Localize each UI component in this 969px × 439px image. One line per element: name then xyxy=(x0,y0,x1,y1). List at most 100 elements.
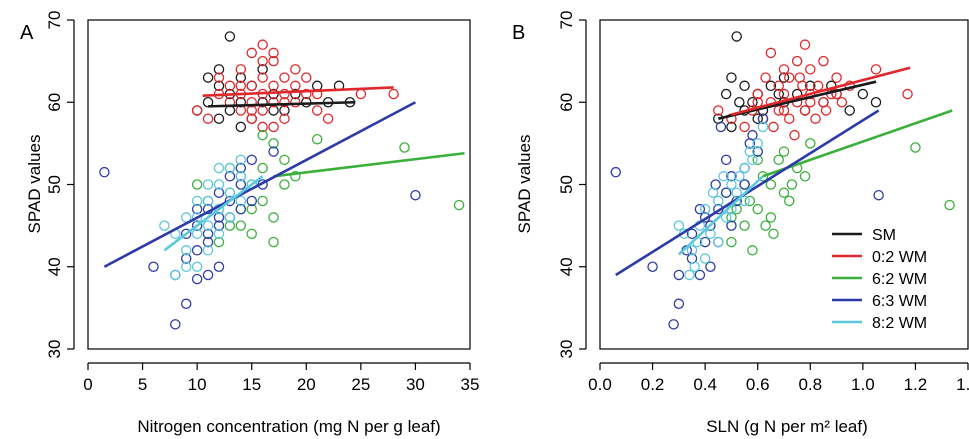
data-point xyxy=(784,113,795,124)
data-point xyxy=(246,47,257,59)
data-point xyxy=(826,80,837,92)
x-tick-label: 0.4 xyxy=(693,375,717,394)
data-point xyxy=(224,212,236,223)
data-point xyxy=(739,220,750,231)
data-point xyxy=(235,195,247,207)
data-point xyxy=(705,220,716,231)
data-point xyxy=(734,171,745,182)
data-point xyxy=(784,72,795,83)
data-point xyxy=(752,138,763,149)
data-point xyxy=(773,80,784,92)
data-point xyxy=(311,134,323,145)
data-point xyxy=(202,179,214,190)
data-point xyxy=(213,228,225,240)
data-point xyxy=(694,203,706,215)
data-point xyxy=(705,261,716,272)
data-point xyxy=(805,80,816,92)
data-point xyxy=(699,253,711,264)
x-tick-label: 35 xyxy=(461,375,480,394)
x-tick-label: 0 xyxy=(83,375,92,394)
data-point xyxy=(213,72,225,83)
data-point xyxy=(246,203,257,215)
x-axis-label: SLN (g N per m² leaf) xyxy=(706,417,868,436)
data-point xyxy=(765,80,777,92)
data-point xyxy=(268,138,279,149)
data-point xyxy=(713,195,724,207)
data-point xyxy=(279,72,290,83)
data-point xyxy=(213,162,225,174)
data-point xyxy=(257,72,268,83)
data-point xyxy=(720,187,732,198)
data-point xyxy=(279,154,290,166)
data-point xyxy=(202,195,214,207)
data-point xyxy=(765,212,777,223)
data-point xyxy=(180,228,192,240)
data-point xyxy=(773,105,784,116)
data-point xyxy=(773,88,784,100)
data-point xyxy=(713,105,724,116)
data-point xyxy=(148,261,159,272)
data-point xyxy=(257,97,268,108)
data-point xyxy=(191,228,203,240)
data-point xyxy=(720,154,732,166)
x-tick-label: 1.0 xyxy=(851,375,875,394)
y-tick-label: 50 xyxy=(557,175,576,194)
data-point xyxy=(726,171,737,182)
data-point xyxy=(739,121,750,133)
data-point xyxy=(213,261,225,272)
x-tick-label: 0.8 xyxy=(798,375,822,394)
data-point xyxy=(910,142,921,153)
panel-letter: B xyxy=(512,22,525,44)
fit-line xyxy=(208,100,356,108)
data-point xyxy=(726,220,737,231)
data-point xyxy=(235,72,247,83)
data-point xyxy=(235,121,247,133)
data-point xyxy=(224,162,236,174)
data-point xyxy=(235,64,247,75)
data-point xyxy=(831,88,842,100)
data-point xyxy=(311,105,323,116)
data-point xyxy=(191,273,203,285)
x-tick-label: 1.4 xyxy=(956,375,969,394)
data-point xyxy=(757,121,769,133)
data-point xyxy=(778,146,790,157)
data-point xyxy=(268,80,279,92)
data-point xyxy=(694,269,706,281)
y-tick-label: 40 xyxy=(45,257,64,276)
data-point xyxy=(765,47,777,59)
data-point xyxy=(235,154,247,166)
data-point xyxy=(268,121,279,133)
data-point xyxy=(268,47,279,59)
data-point xyxy=(944,199,955,211)
data-point xyxy=(268,97,279,108)
scatter-points xyxy=(99,31,465,330)
data-point xyxy=(202,97,214,108)
data-point xyxy=(311,88,323,100)
legend-label: 6:2 WM xyxy=(872,271,927,288)
data-point xyxy=(290,171,301,182)
data-point xyxy=(757,113,769,124)
data-point xyxy=(794,72,806,83)
data-point xyxy=(246,195,257,207)
panel-letter: A xyxy=(20,22,34,44)
legend-label: SM xyxy=(872,227,896,244)
data-point xyxy=(213,64,225,75)
data-point xyxy=(768,228,779,240)
data-point xyxy=(726,72,737,83)
fit-line xyxy=(163,175,264,252)
data-point xyxy=(235,80,247,92)
data-point xyxy=(191,179,203,190)
data-point xyxy=(786,179,798,190)
x-tick-label: 0.2 xyxy=(641,375,665,394)
data-point xyxy=(731,203,742,215)
x-tick-label: 20 xyxy=(297,375,316,394)
data-point xyxy=(235,97,247,108)
data-point xyxy=(279,113,290,124)
fit-line xyxy=(731,66,911,116)
data-point xyxy=(752,146,763,157)
data-point xyxy=(739,179,750,190)
legend: SM 0:2 WM 6:2 WM 6:3 WM 8:2 WM xyxy=(832,227,927,332)
data-point xyxy=(726,236,737,248)
x-tick-label: 15 xyxy=(242,375,261,394)
data-point xyxy=(453,199,465,211)
